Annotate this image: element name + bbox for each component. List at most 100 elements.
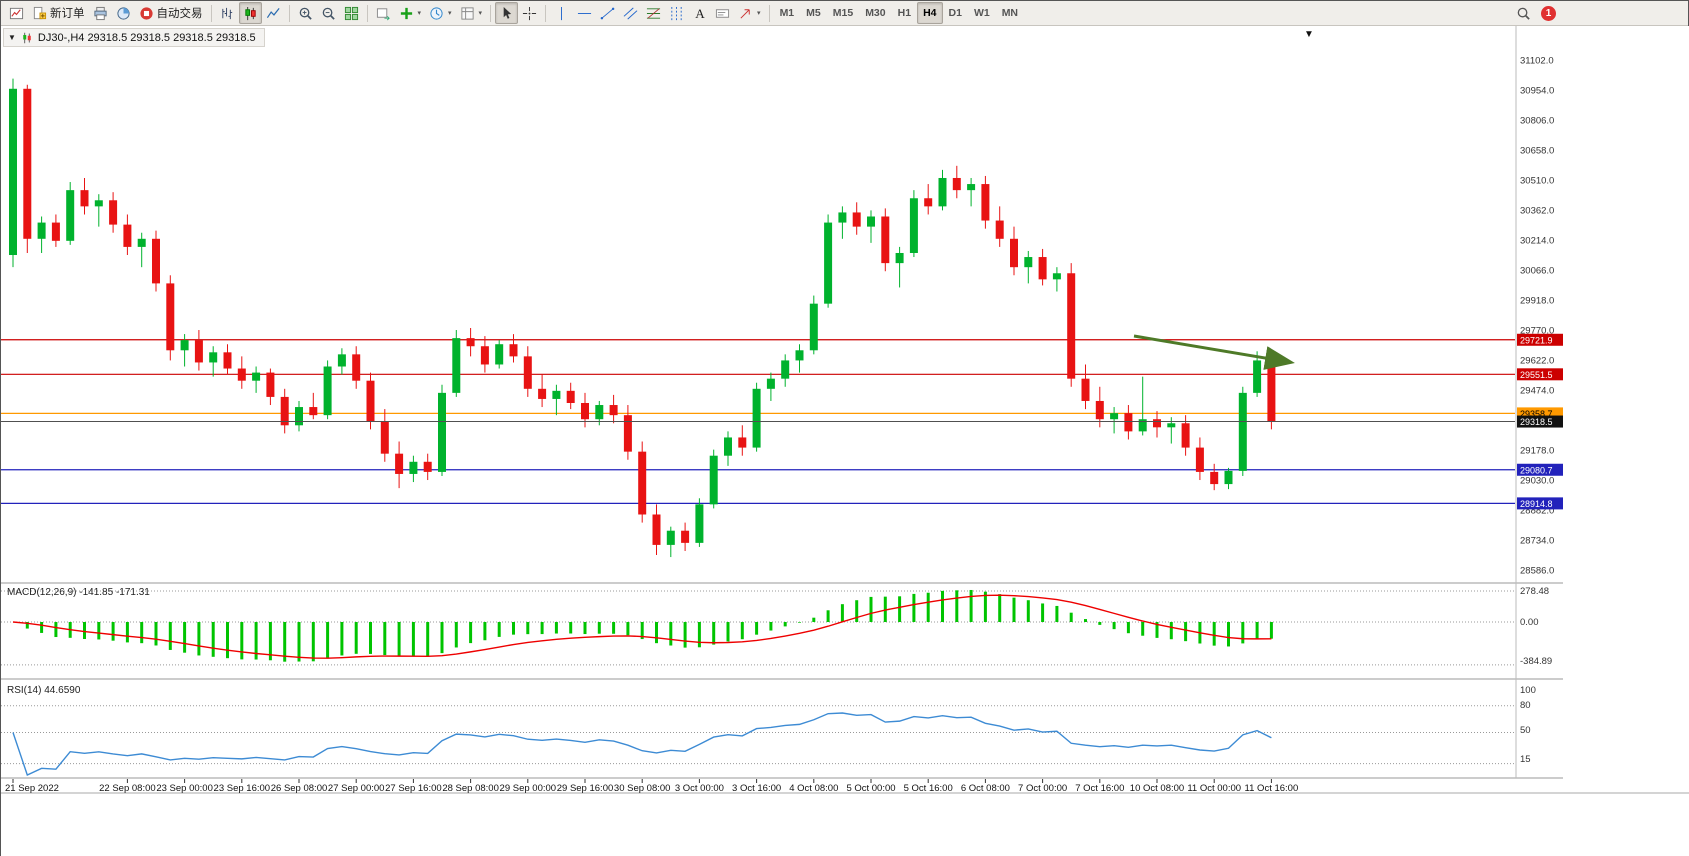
candle bbox=[266, 372, 275, 397]
candle bbox=[1238, 392, 1247, 471]
candle bbox=[1124, 413, 1133, 432]
fibonacci-button[interactable] bbox=[642, 2, 665, 24]
cycle-lines-button[interactable] bbox=[665, 2, 688, 24]
tf-h4[interactable]: H4 bbox=[917, 2, 943, 24]
hline-icon bbox=[577, 6, 592, 21]
candle bbox=[867, 216, 875, 227]
candle bbox=[466, 338, 475, 347]
candlestick-button[interactable] bbox=[238, 2, 262, 24]
chevron-down-icon[interactable]: ▾ bbox=[757, 10, 761, 17]
tf-h1[interactable]: H1 bbox=[892, 2, 917, 24]
chart-area[interactable]: 28586.028734.028882.029030.029178.029326… bbox=[1, 26, 1689, 856]
candle bbox=[809, 303, 818, 351]
macd-pane: MACD(12,26,9) -141.85 -171.31 278.48 0.00 -… bbox=[1, 586, 1552, 667]
candle bbox=[366, 380, 375, 422]
trendline-icon bbox=[600, 6, 615, 21]
zoom-out-button[interactable] bbox=[317, 2, 340, 24]
zoom-in-button[interactable] bbox=[294, 2, 317, 24]
price-axis-label: 28734.0 bbox=[1520, 536, 1554, 547]
period-button[interactable]: ▾ bbox=[425, 2, 456, 24]
tf-m15[interactable]: M15 bbox=[827, 2, 859, 24]
time-label: 26 Sep 08:00 bbox=[271, 783, 328, 794]
chevron-down-icon[interactable]: ▼ bbox=[8, 33, 16, 42]
candles bbox=[9, 78, 1276, 558]
chevron-down-icon[interactable]: ▾ bbox=[417, 10, 422, 17]
auto-trading-button[interactable]: 自动交易 bbox=[135, 2, 207, 24]
tf-mn[interactable]: MN bbox=[996, 2, 1024, 24]
label-icon bbox=[715, 6, 730, 21]
chevron-down-icon[interactable]: ▾ bbox=[448, 10, 452, 17]
zoom-in-icon bbox=[298, 6, 313, 21]
tf-m30[interactable]: M30 bbox=[859, 2, 891, 24]
candle bbox=[395, 453, 404, 474]
time-label: 28 Sep 08:00 bbox=[442, 783, 499, 794]
chart-tab[interactable]: ▼ DJ30-,H4 29318.5 29318.5 29318.5 29318… bbox=[3, 28, 265, 47]
indicators-button[interactable]: ▾ bbox=[395, 2, 426, 24]
price-tag-label: 29358.7 bbox=[1520, 409, 1553, 419]
toolbar-group-chart-types bbox=[216, 2, 285, 24]
toolbar-group-timeframes: M1 M5 M15 M30 H1 H4 D1 W1 MN bbox=[774, 2, 1024, 24]
bid-price-tag-label: 29318.5 bbox=[1520, 417, 1553, 427]
search-icon[interactable] bbox=[1516, 6, 1531, 21]
print-button[interactable] bbox=[89, 2, 112, 24]
candle bbox=[37, 222, 46, 239]
time-label: 3 Oct 00:00 bbox=[675, 783, 724, 794]
chart-menu-caret-icon[interactable]: ▼ bbox=[1304, 29, 1314, 40]
tf-d1[interactable]: D1 bbox=[943, 2, 968, 24]
text-button[interactable]: A bbox=[688, 2, 711, 24]
templates-button[interactable]: ▾ bbox=[456, 2, 487, 24]
trendline-button[interactable] bbox=[596, 2, 619, 24]
candle bbox=[652, 514, 661, 545]
channel-button[interactable] bbox=[619, 2, 642, 24]
crosshair-button[interactable] bbox=[518, 2, 541, 24]
candle bbox=[23, 88, 32, 239]
new-chart-button[interactable] bbox=[5, 2, 28, 24]
notification-badge[interactable]: 1 bbox=[1541, 5, 1556, 21]
price-tag-label: 29551.5 bbox=[1520, 370, 1553, 380]
chart-canvas[interactable]: 28586.028734.028882.029030.029178.029326… bbox=[1, 26, 1689, 856]
candles-icon bbox=[243, 6, 258, 21]
data-window-button[interactable] bbox=[112, 2, 135, 24]
price-axis-label: 30214.0 bbox=[1520, 236, 1554, 247]
candle bbox=[1067, 273, 1076, 379]
candle bbox=[595, 405, 604, 420]
toolbar: 新订单 自动交易 ▾ ▾ ▾ A ▾ M1 M5 M15 M30 H1 H4 D1 W1 MN 1 bbox=[1, 1, 1688, 26]
time-label: 5 Oct 16:00 bbox=[904, 783, 953, 794]
macd-histogram bbox=[25, 589, 1273, 662]
tf-m1[interactable]: M1 bbox=[774, 2, 801, 24]
toolbar-group-file: 新订单 自动交易 bbox=[5, 2, 207, 24]
toolbar-separator bbox=[768, 4, 770, 22]
new-order-button[interactable]: 新订单 bbox=[28, 2, 89, 24]
time-label: 7 Oct 16:00 bbox=[1075, 783, 1124, 794]
tf-m5[interactable]: M5 bbox=[800, 2, 827, 24]
tile-windows-button[interactable] bbox=[340, 2, 363, 24]
arrows-button[interactable]: ▾ bbox=[734, 2, 765, 24]
scroll-icon bbox=[376, 6, 391, 21]
crosshair-icon bbox=[522, 6, 537, 21]
horizontal-line-button[interactable] bbox=[573, 2, 596, 24]
candle bbox=[209, 352, 218, 363]
candle bbox=[681, 530, 690, 543]
candle bbox=[523, 356, 532, 389]
trend-arrow-object[interactable] bbox=[1133, 334, 1295, 370]
candle bbox=[581, 402, 589, 420]
time-axis: 21 Sep 2022 22 Sep 08:00 23 Sep 00:00 23 Se… bbox=[5, 779, 1298, 794]
line-chart-button[interactable] bbox=[262, 2, 285, 24]
label-button[interactable] bbox=[711, 2, 734, 24]
candle bbox=[1181, 423, 1190, 448]
price-axis-label: 30510.0 bbox=[1520, 176, 1554, 187]
time-label: 29 Sep 00:00 bbox=[500, 783, 557, 794]
bar-chart-button[interactable] bbox=[216, 2, 239, 24]
tf-w1[interactable]: W1 bbox=[968, 2, 996, 24]
vline-icon bbox=[554, 6, 569, 21]
chevron-down-icon[interactable]: ▾ bbox=[478, 10, 483, 17]
auto-scroll-button[interactable] bbox=[372, 2, 395, 24]
price-axis-label: 30954.0 bbox=[1520, 86, 1554, 97]
cursor-button[interactable] bbox=[495, 2, 519, 24]
toolbar-separator bbox=[490, 4, 492, 22]
candle bbox=[380, 421, 389, 454]
candle bbox=[538, 388, 547, 399]
time-label: 10 Oct 08:00 bbox=[1130, 783, 1184, 794]
vertical-line-button[interactable] bbox=[550, 2, 573, 24]
